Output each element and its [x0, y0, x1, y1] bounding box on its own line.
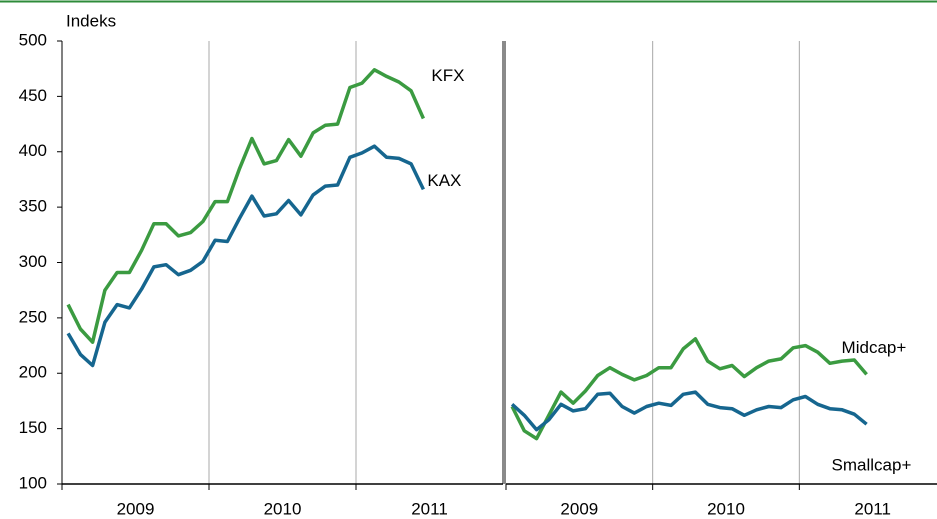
- series-label: Smallcap+: [832, 456, 912, 475]
- series-label: KFX: [431, 66, 464, 85]
- y-tick-label: 100: [19, 473, 47, 492]
- y-tick-label: 250: [19, 307, 47, 326]
- x-tick-label: 2010: [264, 499, 302, 518]
- y-axis-title: Indeks: [66, 11, 116, 30]
- y-tick-label: 500: [19, 30, 47, 49]
- line-series: [510, 390, 868, 432]
- x-tick-label: 2009: [117, 499, 155, 518]
- y-tick-label: 350: [19, 197, 47, 216]
- y-tick-label: 450: [19, 86, 47, 105]
- line-series: [66, 144, 425, 368]
- line-series: [66, 68, 425, 344]
- x-tick-label: 2009: [560, 499, 598, 518]
- panel-divider: [502, 41, 506, 484]
- y-tick-label: 400: [19, 141, 47, 160]
- y-tick-label: 150: [19, 418, 47, 437]
- x-tick-label: 2011: [854, 499, 891, 518]
- series-label: KAX: [427, 171, 461, 190]
- y-tick-label: 200: [19, 363, 47, 382]
- x-tick-label: 2011: [411, 499, 448, 518]
- series-label: Midcap+: [842, 338, 907, 357]
- x-tick-label: 2010: [707, 499, 745, 518]
- y-tick-label: 300: [19, 252, 47, 271]
- line-series: [510, 337, 868, 441]
